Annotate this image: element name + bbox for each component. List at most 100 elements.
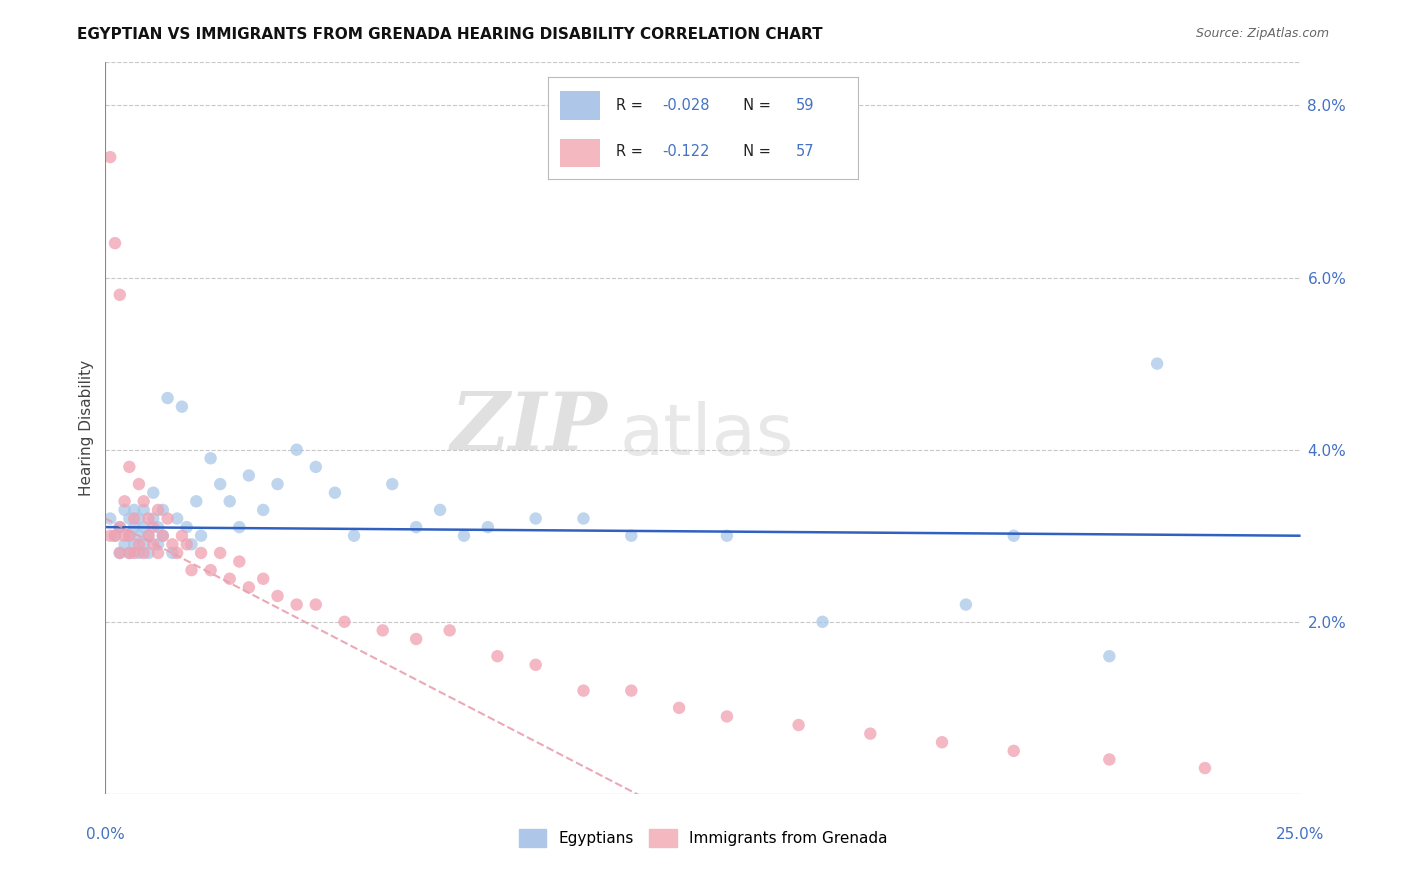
Point [477,520,499,534]
Point [108,287,131,301]
Point [381,477,404,491]
Point [266,477,288,491]
Point [118,546,141,560]
Point [98,150,121,164]
Text: ZIP: ZIP [450,390,607,467]
Point [132,546,155,560]
Point [190,546,212,560]
Point [200,563,222,577]
Point [305,598,328,612]
Point [170,400,193,414]
Point [128,529,150,543]
Point [1002,529,1025,543]
Point [859,726,882,740]
Point [218,572,240,586]
Point [108,520,131,534]
Text: EGYPTIAN VS IMMIGRANTS FROM GRENADA HEARING DISABILITY CORRELATION CHART: EGYPTIAN VS IMMIGRANTS FROM GRENADA HEAR… [77,27,823,42]
Point [104,529,127,543]
Point [122,537,145,551]
Point [132,494,155,508]
Point [170,529,193,543]
Point [128,477,150,491]
Point [128,537,150,551]
Point [228,520,250,534]
Point [132,520,155,534]
Point [108,546,131,560]
Point [128,511,150,525]
Point [285,442,308,457]
Point [166,511,188,525]
Point [453,529,475,543]
Point [138,529,160,543]
Point [146,546,169,560]
Point [405,632,427,646]
Point [572,683,595,698]
Point [162,537,184,551]
Point [108,520,131,534]
Point [200,451,222,466]
Point [186,494,208,508]
Point [218,494,240,508]
Point [114,503,136,517]
Point [118,459,141,474]
Point [142,485,165,500]
Point [429,503,451,517]
Point [716,529,738,543]
Point [620,529,643,543]
Point [122,520,145,534]
Point [620,683,643,698]
Point [122,503,145,517]
Text: 25.0%: 25.0% [1277,827,1324,841]
Point [285,598,308,612]
Point [486,649,509,664]
Point [811,615,834,629]
Point [228,555,250,569]
Point [524,657,547,672]
Point [98,529,121,543]
Point [152,503,174,517]
Point [114,494,136,508]
Point [104,529,127,543]
Point [176,520,198,534]
Point [166,546,188,560]
Point [156,511,179,525]
Point [146,503,169,517]
Point [180,563,202,577]
Point [955,598,977,612]
Point [1098,649,1121,664]
Point [156,391,179,405]
Point [138,546,160,560]
Point [118,546,141,560]
Point [405,520,427,534]
Point [114,529,136,543]
Point [162,546,184,560]
Text: Source: ZipAtlas.com: Source: ZipAtlas.com [1195,27,1329,40]
Point [252,503,274,517]
Point [138,511,160,525]
Point [333,615,356,629]
Point [142,520,165,534]
Point [118,529,141,543]
Point [305,459,328,474]
Point [142,511,165,525]
Point [323,485,346,500]
Point [343,529,366,543]
Point [209,477,232,491]
Point [252,572,274,586]
Text: atlas: atlas [619,401,794,470]
Point [122,511,145,525]
Point [132,503,155,517]
Point [238,468,260,483]
Point [190,529,212,543]
Point [108,546,131,560]
Point [668,701,690,715]
Point [132,537,155,551]
Point [371,624,394,638]
Point [1194,761,1216,775]
Legend: Egyptians, Immigrants from Grenada: Egyptians, Immigrants from Grenada [513,823,893,853]
Point [209,546,232,560]
Point [716,709,738,723]
Point [1002,744,1025,758]
Point [787,718,810,732]
Point [266,589,288,603]
